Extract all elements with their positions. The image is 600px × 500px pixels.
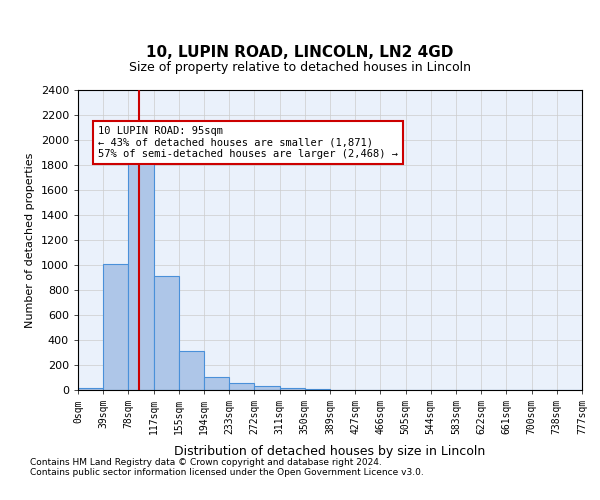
Bar <box>280 388 305 390</box>
Bar <box>78 388 103 390</box>
Bar <box>154 276 179 390</box>
Bar <box>229 383 254 390</box>
Text: Contains HM Land Registry data © Crown copyright and database right 2024.: Contains HM Land Registry data © Crown c… <box>30 458 382 467</box>
Bar <box>128 152 154 390</box>
Bar <box>204 377 229 390</box>
Bar <box>179 351 204 390</box>
Bar <box>254 386 280 390</box>
Text: 10, LUPIN ROAD, LINCOLN, LN2 4GD: 10, LUPIN ROAD, LINCOLN, LN2 4GD <box>146 45 454 60</box>
Text: 10 LUPIN ROAD: 95sqm
← 43% of detached houses are smaller (1,871)
57% of semi-de: 10 LUPIN ROAD: 95sqm ← 43% of detached h… <box>98 126 398 159</box>
Bar <box>103 264 128 390</box>
Text: Contains public sector information licensed under the Open Government Licence v3: Contains public sector information licen… <box>30 468 424 477</box>
X-axis label: Distribution of detached houses by size in Lincoln: Distribution of detached houses by size … <box>175 446 485 458</box>
Y-axis label: Number of detached properties: Number of detached properties <box>25 152 35 328</box>
Text: Size of property relative to detached houses in Lincoln: Size of property relative to detached ho… <box>129 61 471 74</box>
